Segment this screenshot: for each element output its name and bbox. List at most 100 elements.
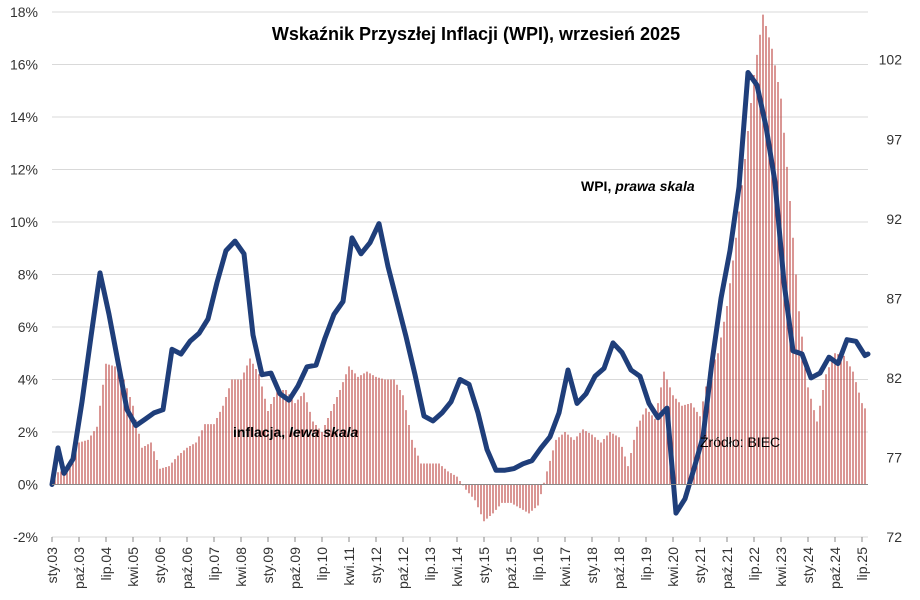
- inflation-bar: [351, 369, 353, 485]
- x-axis-tick-label: lip.19: [638, 547, 654, 581]
- inflation-bar: [603, 439, 605, 485]
- inflation-bar: [675, 398, 677, 485]
- inflation-bar: [519, 484, 521, 509]
- inflation-bar: [798, 311, 800, 485]
- inflation-bar: [840, 355, 842, 485]
- inflation-bar: [771, 48, 773, 485]
- inflation-bar: [195, 442, 197, 485]
- x-axis-tick-label: sty.06: [152, 547, 168, 584]
- wpi-line: [49, 70, 871, 516]
- inflation-bar: [819, 405, 821, 485]
- x-axis-tick-label: sty.15: [476, 547, 492, 584]
- inflation-bar: [405, 410, 407, 485]
- left-axis-tick-label: 6%: [18, 319, 38, 335]
- inflation-bar: [99, 405, 101, 485]
- inflation-bar: [507, 484, 509, 503]
- inflation-bar: [189, 446, 191, 485]
- inflation-bar: [234, 379, 236, 485]
- x-axis-ticks: sty.03 paź.03 lip.04 kwi.05 sty.06 paź.06 lip.…: [44, 537, 870, 589]
- inflation-bar: [336, 397, 338, 485]
- inflation-bar: [663, 371, 665, 485]
- inflation-bar: [144, 446, 146, 485]
- inflation-bar: [858, 392, 860, 485]
- inflation-bar: [753, 75, 755, 485]
- inflation-bar: [855, 382, 857, 485]
- inflation-bar: [465, 484, 467, 490]
- x-axis-tick-label: sty.03: [44, 547, 60, 584]
- inflation-bar: [651, 415, 653, 485]
- inflation-bar: [729, 283, 731, 485]
- inflation-bar: [372, 375, 374, 485]
- x-axis-tick-label: lip.16: [530, 547, 546, 581]
- inflation-bar: [768, 37, 770, 485]
- inflation-bar: [102, 384, 104, 485]
- inflation-bar: [492, 484, 494, 514]
- inflation-bar: [204, 424, 206, 485]
- inflation-bar: [795, 274, 797, 485]
- left-axis-ticks: -2% 0% 2% 4% 6% 8% 10% 12% 14% 16% 18%: [10, 4, 38, 545]
- left-axis-tick-label: 16%: [10, 57, 38, 73]
- inflation-bar: [804, 362, 806, 485]
- inflation-bar: [171, 462, 173, 485]
- inflation-bar: [672, 395, 674, 485]
- inflation-bar: [228, 388, 230, 485]
- inflation-bar: [501, 484, 503, 503]
- inflation-bar: [201, 430, 203, 485]
- inflation-bar: [381, 378, 383, 485]
- inflation-bar: [552, 450, 554, 485]
- inflation-bar: [75, 449, 77, 485]
- inflation-bar: [342, 382, 344, 485]
- x-axis-tick-label: lip.22: [746, 547, 762, 581]
- inflation-bar: [525, 484, 527, 512]
- inflation-bar: [489, 484, 491, 516]
- inflation-bar: [408, 425, 410, 485]
- inflation-bar: [135, 419, 137, 485]
- inflation-bar: [339, 390, 341, 485]
- inflation-bar: [192, 444, 194, 485]
- inflation-bar: [735, 237, 737, 485]
- inflation-bar: [96, 426, 98, 485]
- inflation-bar: [576, 436, 578, 485]
- left-axis-tick-label: 18%: [10, 4, 38, 20]
- inflation-bar: [747, 131, 749, 485]
- inflation-bar: [363, 373, 365, 485]
- inflation-bar: [375, 376, 377, 485]
- inflation-bar: [366, 371, 368, 485]
- left-axis-tick-label: 0%: [18, 477, 38, 493]
- inflation-bar: [210, 424, 212, 485]
- inflation-bar: [246, 365, 248, 485]
- inflation-bar: [420, 463, 422, 485]
- inflation-bar: [705, 386, 707, 485]
- inflation-bar: [291, 398, 293, 485]
- inflation-bar: [435, 463, 437, 485]
- inflation-bar: [285, 390, 287, 485]
- x-axis-tick-label: paź.18: [611, 547, 627, 589]
- inflation-bar: [582, 429, 584, 485]
- inflation-bar: [162, 467, 164, 485]
- inflation-bar: [813, 410, 815, 485]
- inflation-bar: [300, 396, 302, 485]
- inflation-bar: [396, 384, 398, 485]
- inflation-bar: [87, 439, 89, 485]
- inflation-bar: [354, 373, 356, 485]
- inflation-bar: [153, 451, 155, 485]
- inflation-bar: [678, 402, 680, 485]
- inflation-bar: [426, 463, 428, 485]
- inflation-bar: [378, 377, 380, 485]
- inflation-bar: [558, 437, 560, 485]
- inflation-bar: [510, 484, 512, 503]
- inflation-bar: [708, 371, 710, 485]
- inflation-bar: [120, 375, 122, 485]
- inflation-bar: [513, 484, 515, 505]
- inflation-bar: [537, 484, 539, 506]
- x-axis-tick-label: kwi.20: [665, 547, 681, 587]
- inflation-bar: [156, 460, 158, 485]
- inflation-bar: [864, 408, 866, 485]
- inflation-bar: [498, 484, 500, 507]
- inflation-bar: [621, 446, 623, 485]
- inflation-bar: [714, 359, 716, 485]
- inflation-bar: [549, 460, 551, 485]
- inflation-bar: [402, 395, 404, 485]
- inflation-bar: [318, 428, 320, 485]
- right-axis-tick-label: 97: [886, 131, 902, 147]
